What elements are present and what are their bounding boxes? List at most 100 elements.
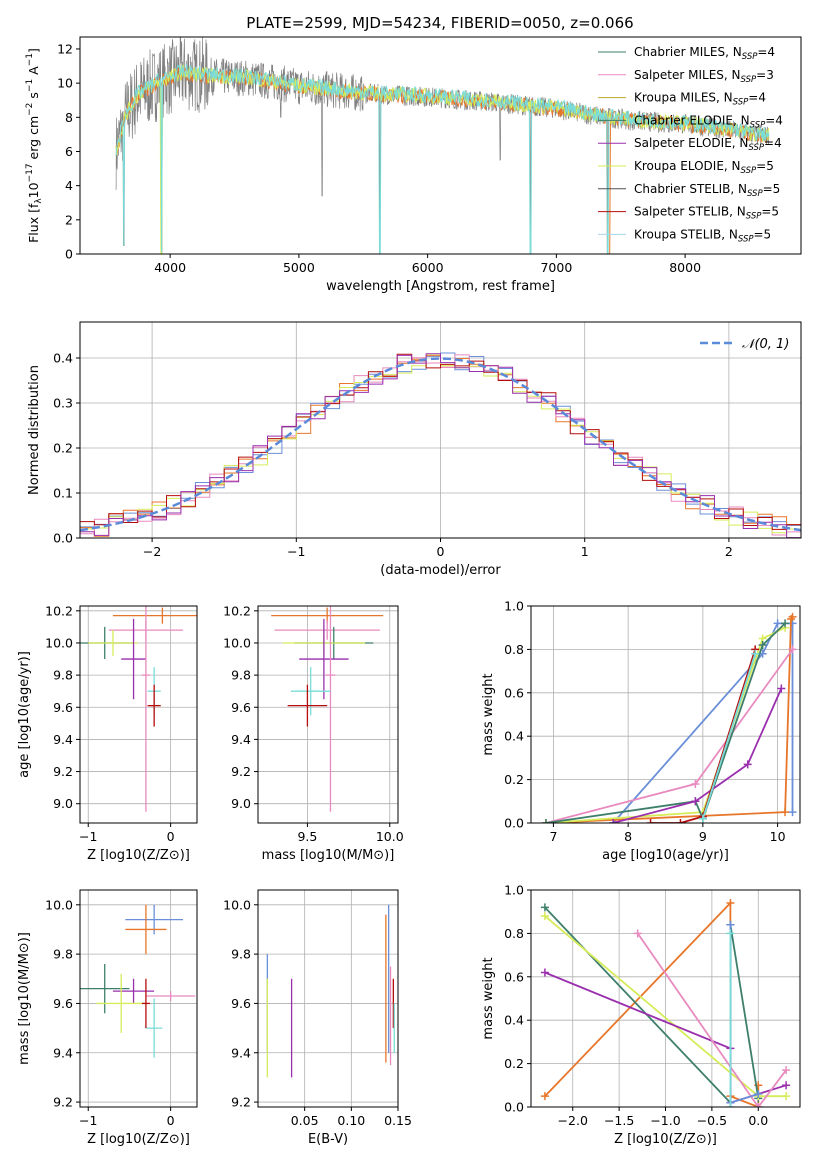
weight-marker [633,929,642,938]
weight-marker [698,814,707,823]
x-tick-label: 6000 [412,260,444,275]
x-axis-label: E(B-V) [308,1132,348,1147]
error-bar-point [325,606,336,812]
x-tick-label: 0.0 [748,1113,768,1128]
y-tick-label: 0.0 [504,1100,524,1115]
weight-marker [609,819,618,823]
y-tick-label: 0.8 [504,642,524,657]
x-axis-label: Z [log10(Z/Z⊙)] [614,1132,717,1147]
legend-normal-label: 𝒩(0, 1) [742,337,789,352]
y-tick-label: 0.4 [504,729,524,744]
y-axis-label: Normed distribution [27,365,42,495]
x-axis-label: (data-model)/error [380,563,501,578]
error-bar-point [274,620,380,640]
weight-marker [754,1103,763,1107]
spectrum-legend: Chabrier MILES, NSSP=4 Salpeter MILES, NS… [598,45,783,244]
panel-residual_histogram: −2 −1 0 1 2 0.0 0.1 0.2 0.3 0.4 (data-model)/error… [27,321,802,578]
plot-area-massweight_vs_age [541,612,797,823]
y-tick-label: 9.6 [53,700,73,715]
y-tick-label: 0.3 [53,396,73,411]
y-tick-label: 9.4 [53,732,73,747]
x-tick-label: 10.0 [376,829,404,844]
legend-label: Salpeter ELODIE, NSSP=4 [634,136,782,153]
y-tick-label: 0.6 [504,685,524,700]
error-bar-point [121,618,146,700]
weight-marker [788,808,797,817]
x-tick-label: 8 [624,829,632,844]
weight-marker [676,819,685,823]
weight-marker [754,1089,763,1098]
y-tick-label: 10 [57,76,73,91]
error-bar-point [125,904,167,955]
error-bar-point [141,606,151,812]
error-bar-point [147,684,161,727]
y-tick-label: 9.2 [231,1095,251,1110]
panel-mass_vs_ebv: 0.05 0.10 0.15 9.2 9.4 9.6 9.8 10.0 E(B-V) [223,889,412,1147]
y-tick-label: 9.4 [231,1045,251,1060]
weight-marker [540,912,549,921]
x-axis-label: wavelength [Angstrom, rest frame] [326,279,555,294]
weight-line [636,932,787,1107]
x-tick-label: 0.15 [384,1113,412,1128]
x-axis-label: mass [log10(M/M⊙)] [262,848,395,863]
axes-frame [257,605,399,824]
y-tick-label: 2 [65,212,73,227]
weight-marker [788,645,797,654]
y-tick-label: 9.0 [231,796,251,811]
legend-label: Salpeter MILES, NSSP=3 [634,68,774,85]
panel-mass_vs_Z: −1 0 9.2 9.4 9.6 9.8 10.0 Z [log10(Z/Z⊙)] mass [… [17,889,198,1147]
legend-label: Kroupa ELODIE, NSSP=5 [634,159,774,176]
y-tick-label: 0.0 [53,531,73,546]
legend-label: Kroupa STELIB, NSSP=5 [634,227,771,244]
x-axis-label: Z [log10(Z/Z⊙)] [87,1132,190,1147]
x-tick-label: 0.10 [337,1113,365,1128]
x-tick-label: −2.0 [558,1113,588,1128]
y-tick-label: 0.4 [504,1013,524,1028]
weight-marker [541,819,550,823]
panel-massweight_vs_Z: −2.0 −1.5 −1.0 −0.5 0.0 0.0 0.2 0.4 0.6 0.8 1.0 Z [… [481,883,801,1147]
weight-line [545,622,786,823]
y-tick-label: 9.2 [53,1095,73,1110]
y-tick-label: 10.2 [223,603,251,618]
y-tick-label: 10.0 [223,897,251,912]
weight-line [545,626,786,823]
x-axis-label: age [log10(age/yr)] [602,848,729,863]
weight-marker [540,1092,549,1101]
axes-frame [79,36,802,255]
x-tick-label: 0.05 [291,1113,319,1128]
axes-frame [79,889,198,1108]
histogram-step [80,353,801,538]
weight-series [698,649,760,823]
weight-marker [782,1081,791,1090]
y-tick-label: 4 [65,178,73,193]
error-bar-point [88,630,138,656]
y-tick-label: 9.6 [53,996,73,1011]
y-axis-label: mass [log10(M/M⊙)] [17,932,32,1065]
plot-area-massweight_vs_Z [540,899,791,1107]
weight-marker [781,619,790,628]
weight-marker [781,808,790,817]
weight-marker [743,760,752,769]
weight-marker [773,619,782,628]
y-tick-label: 0.1 [53,486,73,501]
x-tick-label: −0.5 [697,1113,727,1128]
x-tick-label: 10 [770,829,786,844]
y-axis-label: age [log10(age/yr)] [17,651,32,778]
y-tick-label: 9.8 [53,947,73,962]
weight-line [650,649,757,823]
y-tick-label: 10.2 [45,603,73,618]
x-tick-label: 0 [437,544,445,559]
weight-marker [540,903,549,912]
weight-marker [726,929,735,938]
x-tick-label: 9 [699,829,707,844]
weight-marker [782,1066,791,1075]
weight-marker [691,779,700,788]
weight-marker [788,612,797,621]
x-tick-label: 9.5 [297,829,317,844]
x-tick-label: 0 [167,1113,175,1128]
error-bar-point [80,963,130,1014]
error-bar-point [112,607,197,624]
y-tick-label: 9.4 [53,1045,73,1060]
y-tick-label: 9.6 [231,996,251,1011]
